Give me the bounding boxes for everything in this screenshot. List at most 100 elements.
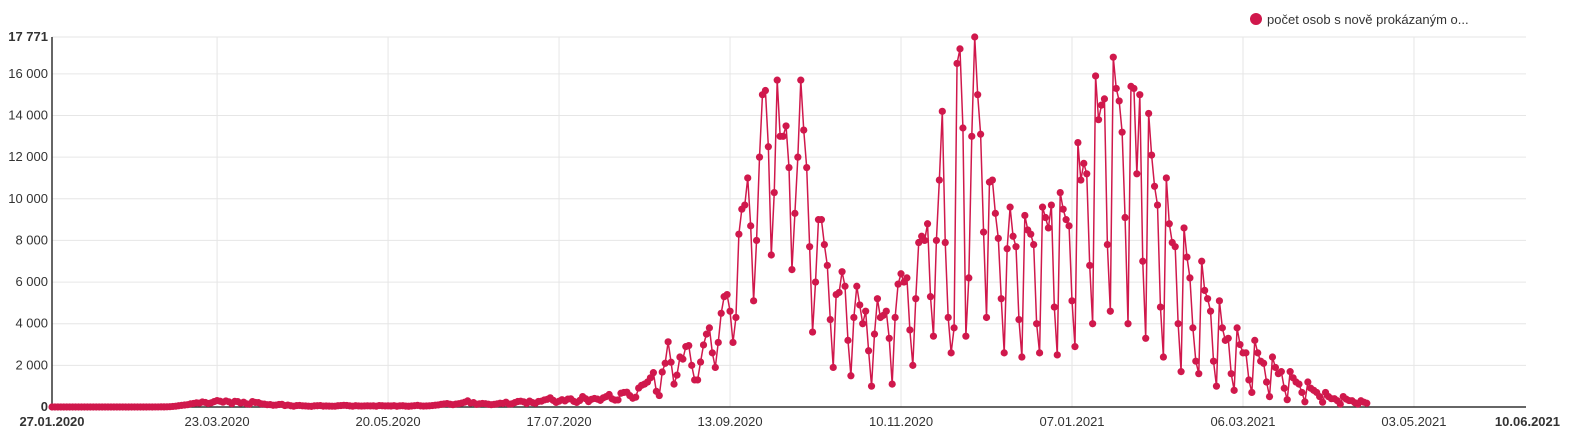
data-point [1094,116,1103,124]
data-point [1130,84,1138,93]
data-point [685,341,693,350]
data-point [773,76,781,84]
data-point [1183,253,1191,261]
y-tick-label: 6 000 [15,274,48,289]
data-point [1212,382,1221,390]
data-point [1209,357,1218,365]
data-point [820,241,828,249]
data-point [1316,392,1324,401]
axes [51,37,1526,408]
data-point [755,153,764,161]
data-point [803,163,811,172]
data-point [1215,297,1224,305]
data-point [649,369,657,377]
data-point [941,238,949,247]
data-point [811,278,820,286]
data-point [1112,84,1120,93]
data-point [699,341,708,349]
data-point [947,349,955,357]
data-point [1124,320,1132,328]
data-point [1174,320,1182,328]
data-point [1100,95,1109,103]
data-point [867,382,876,390]
data-point [806,243,814,251]
data-point [732,313,740,322]
data-point [1298,388,1306,397]
data-point [935,176,943,184]
data-point [865,347,873,355]
data-point [1109,53,1117,61]
data-point [968,132,976,140]
data-point [847,372,855,380]
x-tick-label: 27.01.2020 [19,414,84,429]
y-tick-label: 4 000 [15,316,48,331]
data-point [897,270,905,278]
data-point [1171,243,1179,251]
data-point [761,86,770,95]
data-point [1198,257,1206,265]
legend[interactable]: počet osob s nově prokázaným o... [1250,9,1469,29]
data-point [1236,340,1244,349]
data-point [909,361,917,369]
data-point [750,297,758,305]
data-point [982,313,991,322]
data-point [752,236,761,245]
data-point [1027,230,1035,238]
data-point [841,282,849,290]
data-point [953,59,961,68]
legend-marker-icon [1250,13,1262,25]
data-point [1053,351,1061,359]
data-point [1012,243,1020,251]
data-point [1159,353,1167,361]
data-point [1204,295,1212,303]
data-point [1165,220,1173,228]
data-point [735,230,743,238]
data-point [923,220,932,228]
data-point [688,361,696,369]
data-point [891,313,899,322]
data-point [962,332,970,340]
data-point [741,201,749,209]
data-point [1153,201,1162,209]
data-point [1103,241,1111,249]
data-point [1224,334,1232,342]
data-point [723,290,731,299]
data-point [1047,201,1055,209]
data-point [844,336,852,344]
data-point [705,324,714,332]
data-point [823,261,831,270]
x-tick-label: 03.05.2021 [1381,414,1446,429]
data-point [694,376,702,384]
data-point [1038,203,1047,211]
data-point [1227,370,1235,378]
data-point [1265,392,1274,401]
data-point [1000,349,1008,357]
data-point [1065,222,1073,230]
data-point [956,45,964,53]
data-point [714,338,722,347]
data-point [1115,97,1123,105]
data-point [1121,213,1129,222]
data-point [1091,72,1100,80]
data-point [1277,368,1285,376]
data-point [974,91,982,99]
data-point [779,132,787,140]
gridlines [52,36,1526,407]
data-point [965,274,973,282]
data-point [859,320,867,328]
data-point [988,176,997,184]
x-tick-label: 13.09.2020 [698,414,763,429]
data-point [788,265,796,274]
data-point [1156,303,1165,311]
data-point [664,338,672,346]
data-point [929,332,938,340]
data-point [708,349,716,357]
data-point [850,313,858,322]
data-point [1035,349,1044,357]
data-point [950,324,958,332]
data-point [903,274,911,282]
data-point [1068,297,1076,305]
data-point [1118,128,1126,136]
data-point [1145,109,1153,118]
data-point [1083,170,1091,178]
